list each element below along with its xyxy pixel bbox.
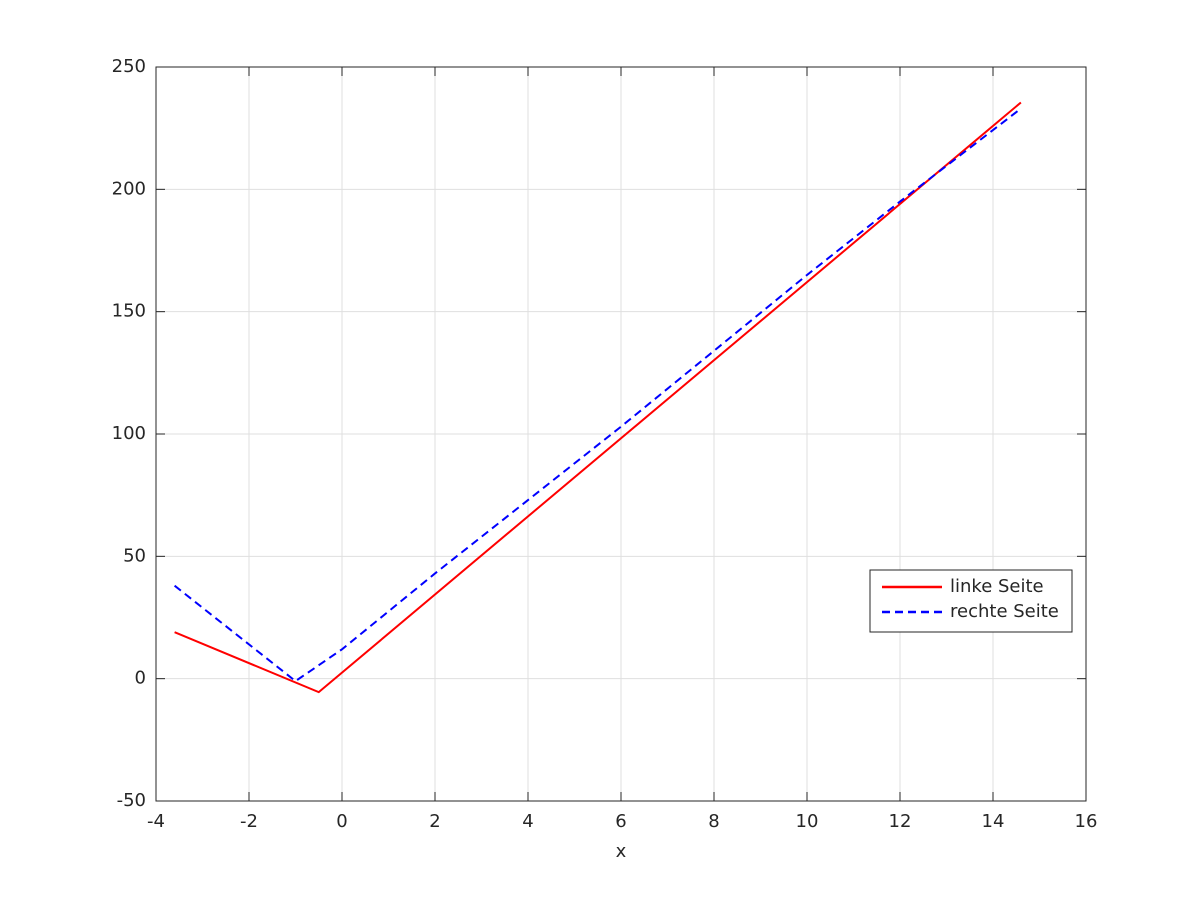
x-tick-label: 12 <box>889 811 912 832</box>
y-tick-label: -50 <box>117 790 146 811</box>
plot-area <box>173 101 1022 694</box>
y-tick-label: 150 <box>112 301 146 322</box>
x-tick-label: -4 <box>147 811 165 832</box>
data-line <box>173 107 1022 683</box>
x-tick-label: 10 <box>796 811 819 832</box>
legend-label: rechte Seite <box>950 601 1059 622</box>
y-tick-label: 100 <box>112 423 146 444</box>
y-tick-label: 0 <box>135 668 146 689</box>
y-tick-label: 200 <box>112 178 146 199</box>
y-tick-label: 50 <box>123 545 146 566</box>
y-tick-label: 250 <box>112 56 146 77</box>
x-axis-label: x <box>616 841 627 862</box>
x-tick-label: 0 <box>336 811 347 832</box>
legend: linke Seite rechte Seite <box>869 569 1073 633</box>
legend-box <box>869 569 1073 633</box>
x-tick-label: 8 <box>708 811 719 832</box>
x-tick-label: -2 <box>240 811 258 832</box>
legend-label: linke Seite <box>950 576 1044 597</box>
x-tick-label: 4 <box>522 811 533 832</box>
x-tick-label: 2 <box>429 811 440 832</box>
x-tick-label: 6 <box>615 811 626 832</box>
x-tick-label: 14 <box>982 811 1005 832</box>
data-line <box>174 101 1022 694</box>
x-tick-label: 16 <box>1075 811 1098 832</box>
